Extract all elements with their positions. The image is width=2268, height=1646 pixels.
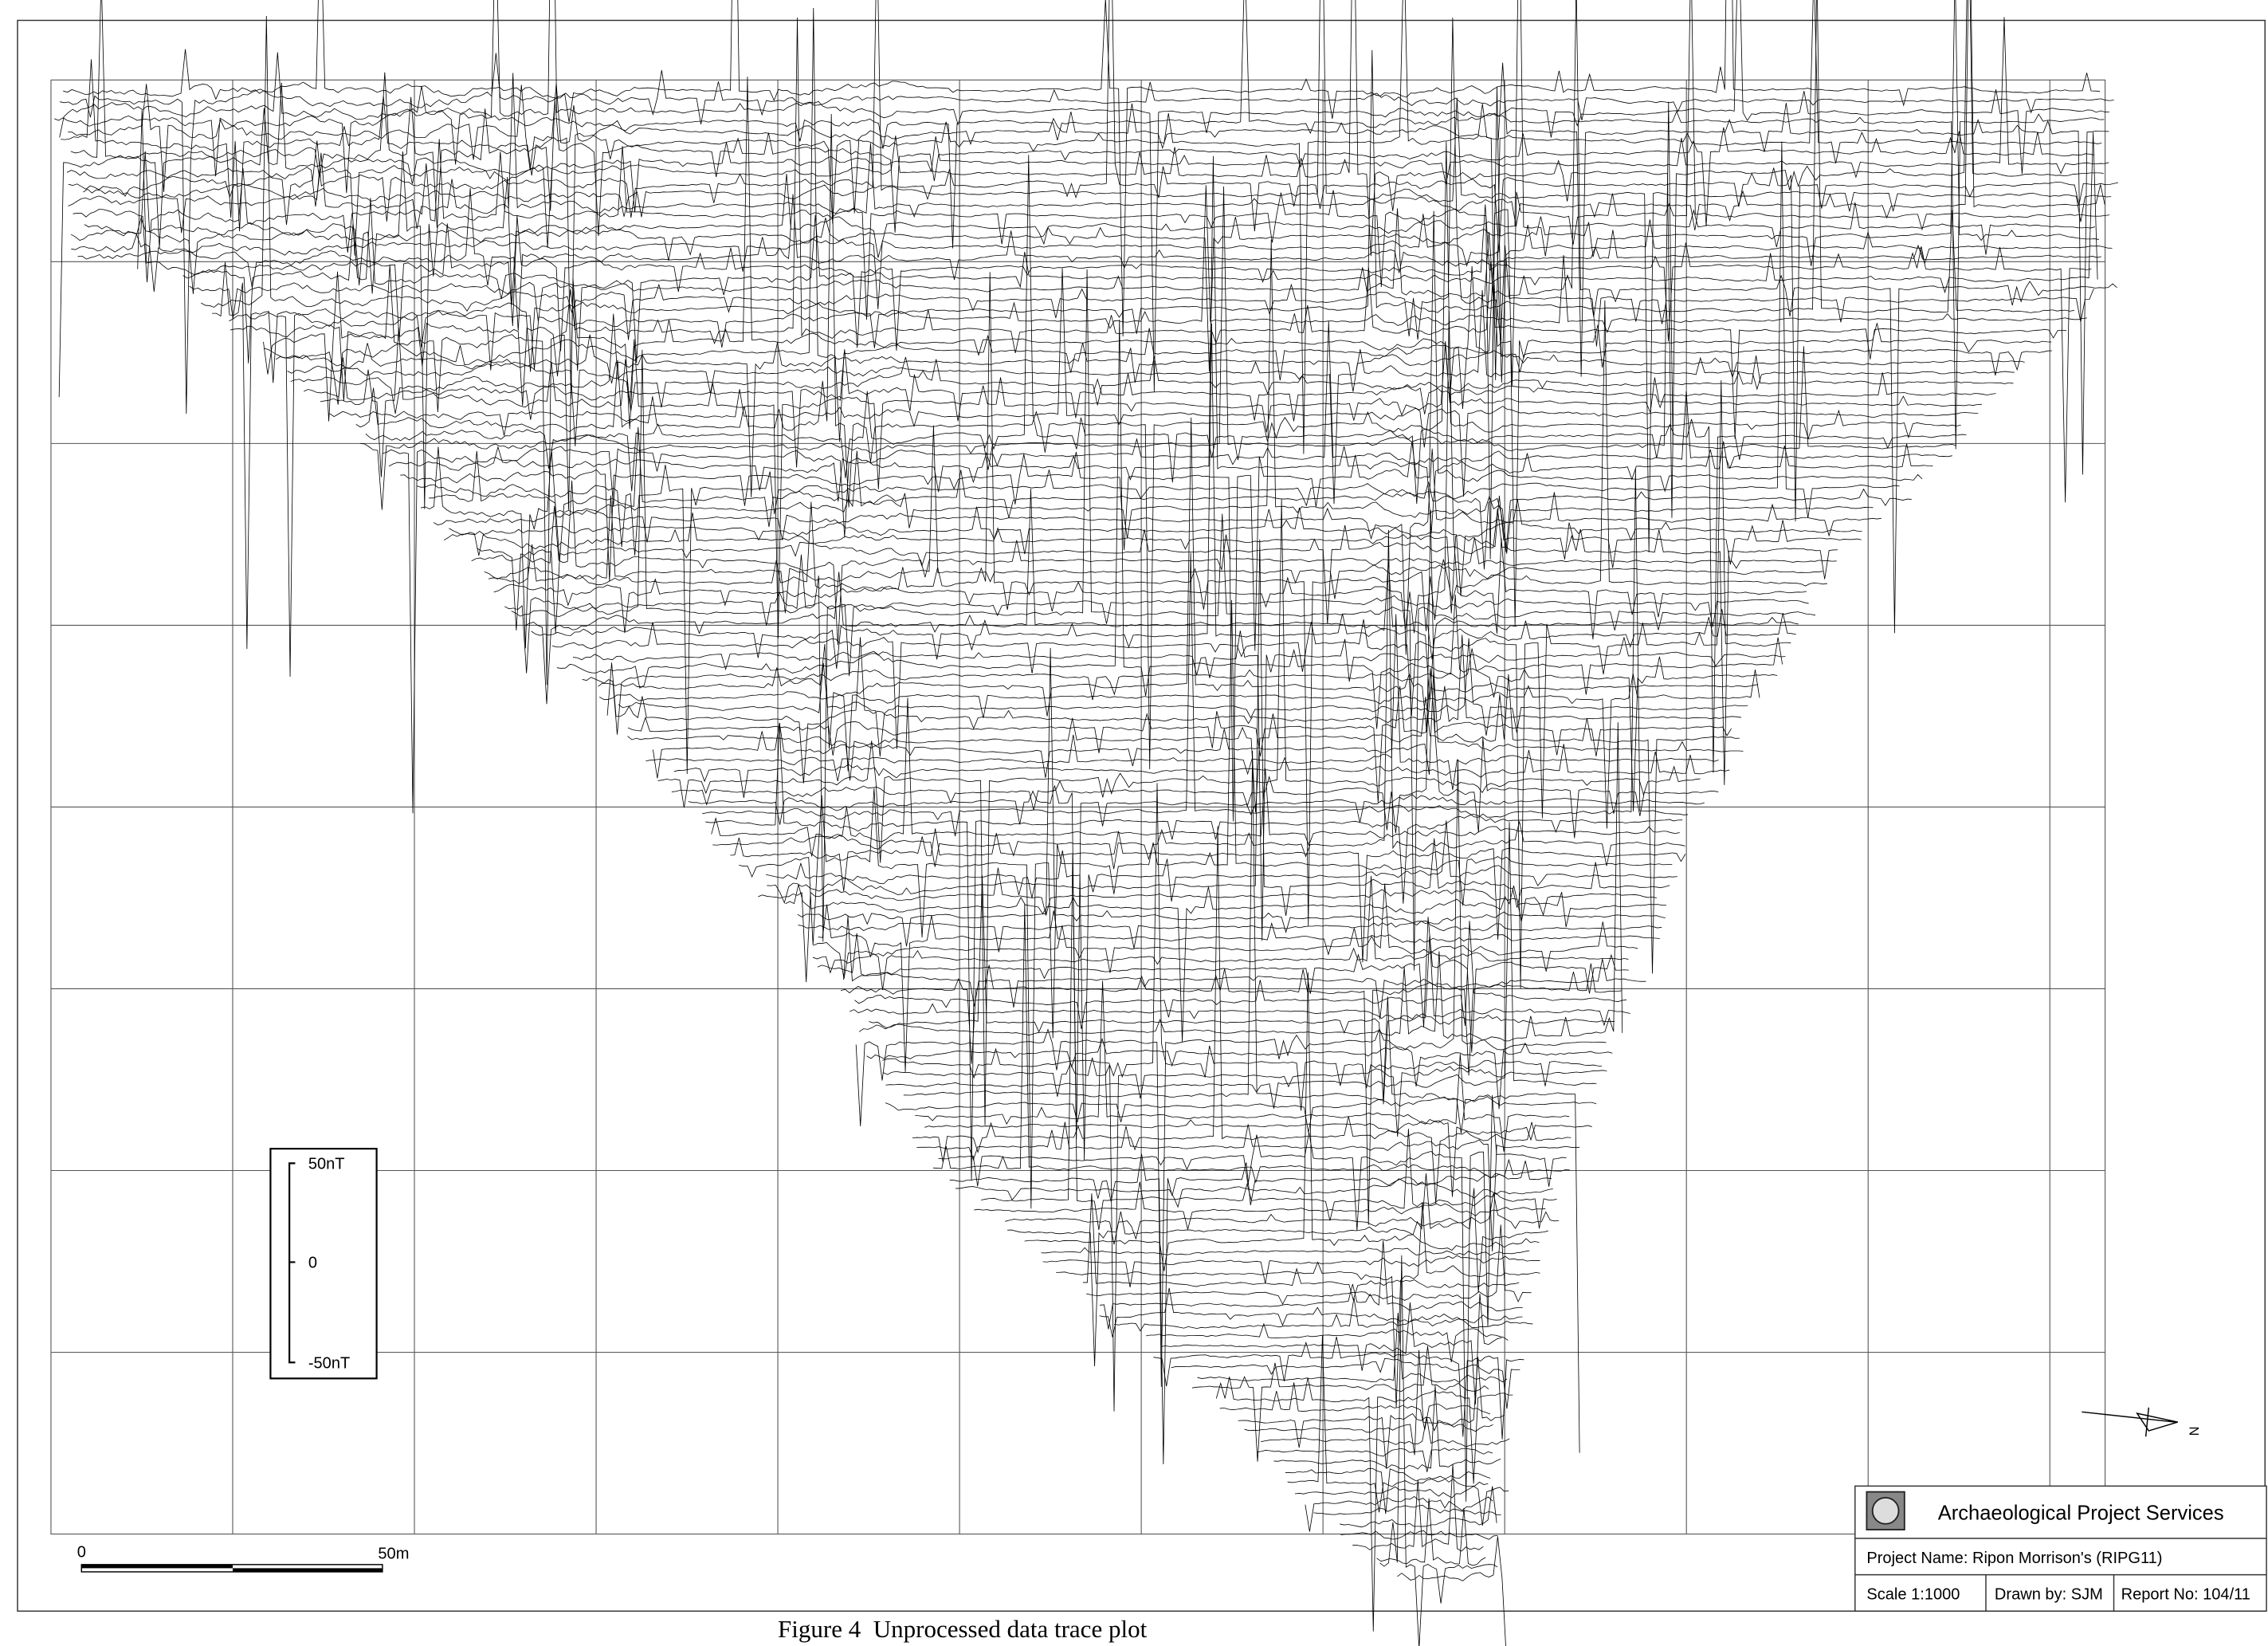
north-label: N (2186, 1427, 2200, 1436)
background (0, 0, 2268, 1646)
legend-max: 50nT (308, 1156, 345, 1173)
project: Project Name: Ripon Morrison's (RIPG11) (1866, 1550, 2162, 1567)
scale: Scale 1:1000 (1866, 1586, 1960, 1604)
title-block: Archaeological Project Services Project … (1855, 1486, 2266, 1611)
scale-start: 0 (77, 1544, 86, 1562)
scale-bar-fill (81, 1565, 233, 1569)
logo (1873, 1498, 1899, 1524)
legend-min: -50nT (308, 1355, 350, 1373)
legend-zero: 0 (308, 1255, 317, 1272)
organization: Archaeological Project Services (1938, 1502, 2224, 1524)
report: Report No: 104/11 (2121, 1586, 2250, 1604)
legend-box (270, 1149, 376, 1378)
scale-end: 50m (378, 1546, 409, 1563)
figure: 50nT 0 -50nT 0 50m N Archaeological Proj… (0, 0, 2268, 1646)
drawn-by: Drawn by: SJM (1995, 1586, 2103, 1604)
caption: Figure 4 Unprocessed data trace plot (778, 1615, 1148, 1643)
scale-bar-fill (233, 1568, 383, 1572)
page: 50nT 0 -50nT 0 50m N Archaeological Proj… (0, 0, 2268, 1646)
